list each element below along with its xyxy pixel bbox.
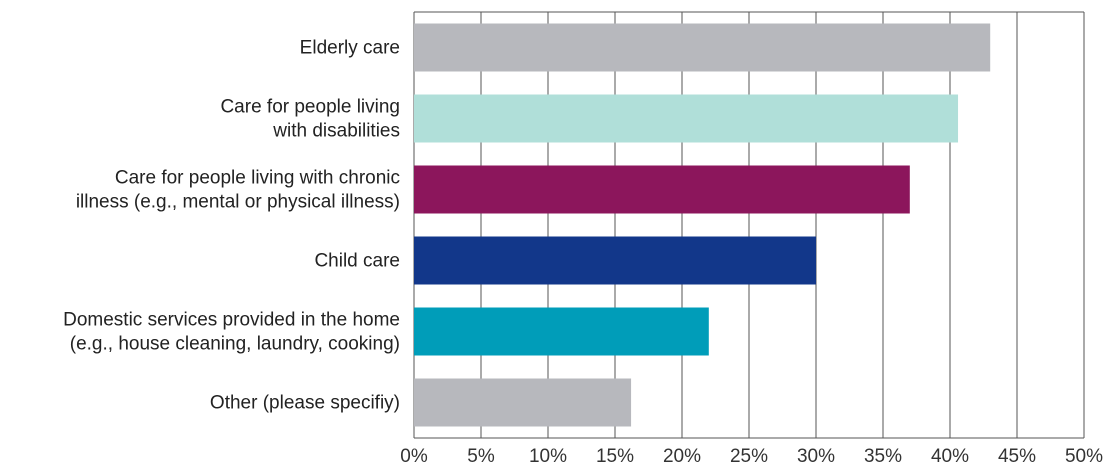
- category-label: Care for people living: [220, 97, 400, 118]
- bar: [414, 94, 959, 143]
- x-tick-label: 30%: [797, 446, 835, 467]
- category-label: Other (please specifiy): [210, 393, 400, 414]
- category-label: (e.g., house cleaning, laundry, cooking): [70, 334, 400, 355]
- x-tick-label: 10%: [529, 446, 567, 467]
- grid-layer: [413, 11, 1085, 439]
- category-label: Care for people living with chronic: [115, 168, 400, 189]
- category-label: illness (e.g., mental or physical illnes…: [76, 192, 400, 213]
- x-tick-label: 20%: [663, 446, 701, 467]
- x-tick-label: 50%: [1065, 446, 1103, 467]
- bar: [414, 307, 709, 356]
- bar-layer: [414, 23, 991, 427]
- x-tick-label: 5%: [467, 446, 495, 467]
- category-label: with disabilities: [272, 121, 400, 142]
- bar: [414, 378, 632, 427]
- tick-label-layer: 0% 5% 10% 15% 20% 25% 30% 35% 40% 45% 50%: [400, 446, 1103, 467]
- x-tick-label: 15%: [596, 446, 634, 467]
- x-tick-label: 40%: [931, 446, 969, 467]
- bar: [414, 23, 991, 72]
- category-label-layer: Elderly care Care for people living with d…: [63, 38, 400, 414]
- category-label: Child care: [314, 251, 400, 272]
- bar: [414, 165, 910, 214]
- category-label: Elderly care: [300, 38, 400, 59]
- category-label: Domestic services provided in the home: [63, 310, 400, 331]
- x-tick-label: 25%: [730, 446, 768, 467]
- x-tick-label: 45%: [998, 446, 1036, 467]
- x-tick-label: 35%: [864, 446, 902, 467]
- x-tick-label: 0%: [400, 446, 428, 467]
- bar: [414, 236, 816, 285]
